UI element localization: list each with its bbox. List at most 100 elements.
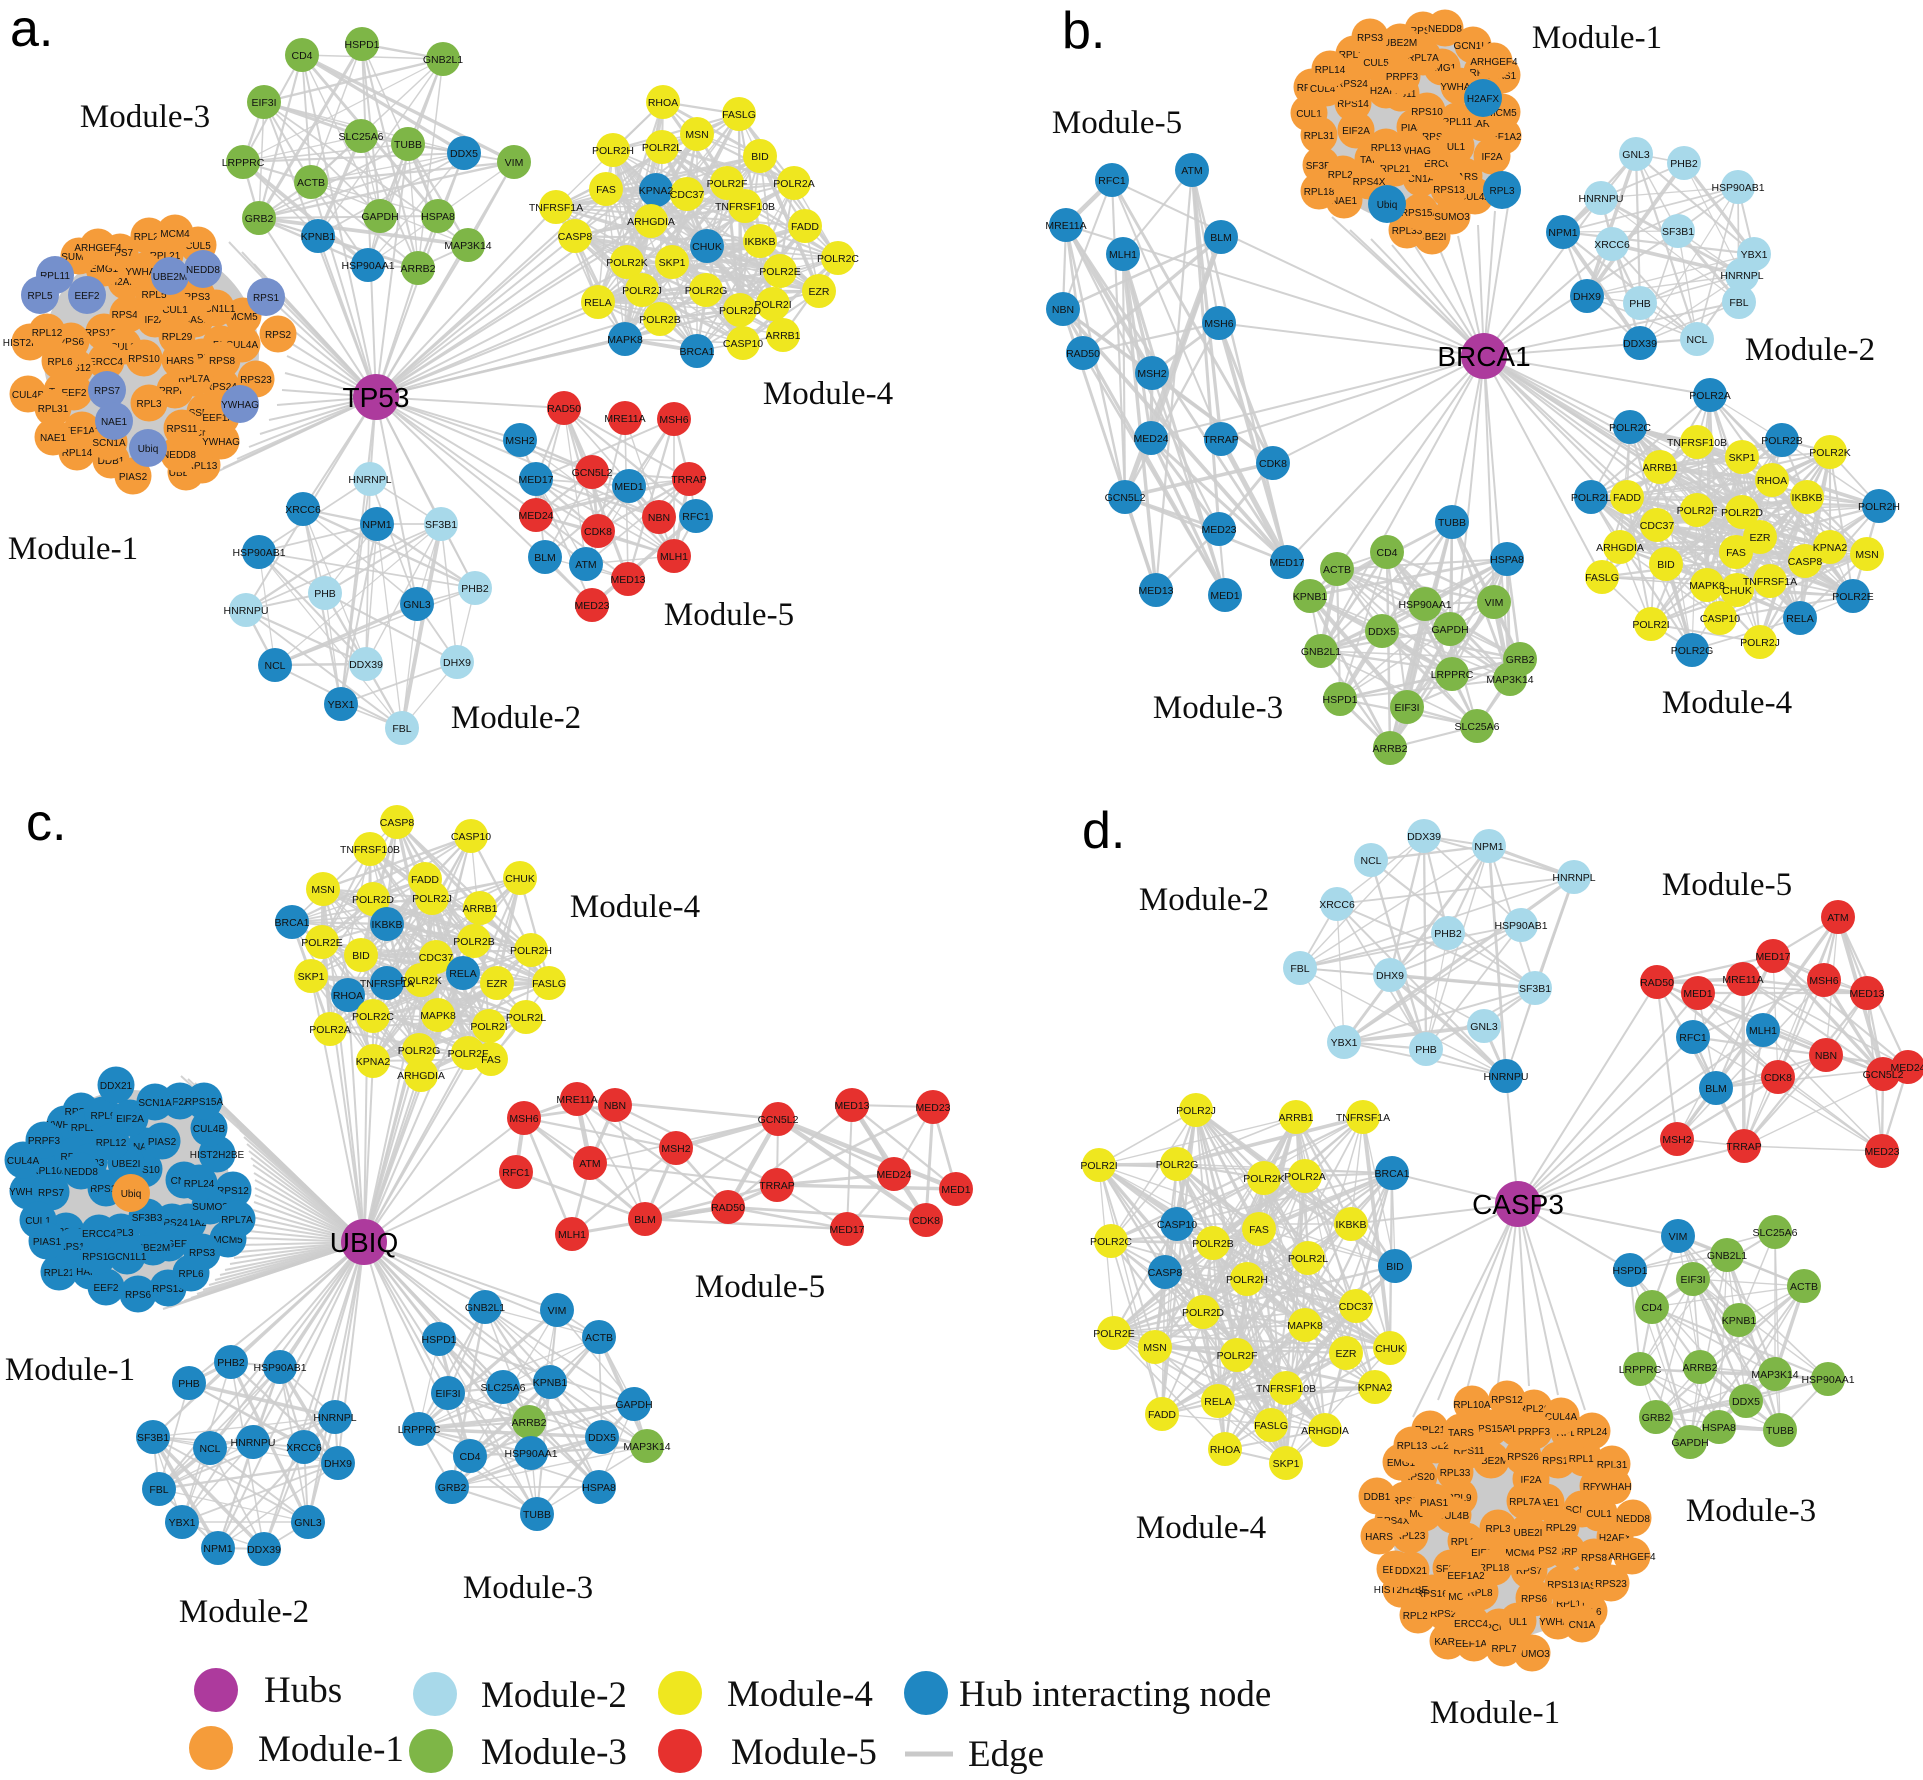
svg-text:b.: b. [1062,2,1105,60]
svg-text:PCNA: PCNA [1485,1623,1513,1634]
svg-text:EIF2A: EIF2A [1342,126,1370,137]
svg-text:EMG1: EMG1 [1428,63,1457,74]
svg-text:CASP10: CASP10 [451,831,491,843]
svg-text:EZR: EZR [1336,1348,1357,1360]
svg-text:TRRAP: TRRAP [1203,434,1239,446]
svg-text:YBX1: YBX1 [1331,1037,1358,1049]
svg-text:PIAS2: PIAS2 [1574,1581,1603,1592]
svg-text:RPL23: RPL23 [1395,1531,1426,1542]
svg-text:MSH6: MSH6 [1809,975,1838,987]
svg-text:GNL3: GNL3 [294,1517,322,1529]
svg-text:HNRNPL: HNRNPL [1552,872,1595,884]
svg-text:RPL13: RPL13 [187,461,218,472]
svg-text:d.: d. [1082,802,1125,860]
svg-text:IF2A: IF2A [144,315,165,326]
svg-text:ACTB: ACTB [297,177,325,189]
svg-text:GNB2L1: GNB2L1 [423,54,463,66]
svg-text:EEF1A1: EEF1A1 [1455,1639,1493,1650]
svg-text:Module-2: Module-2 [481,1675,627,1716]
svg-text:ERCC4: ERCC4 [1454,1619,1488,1630]
svg-text:DDX39: DDX39 [247,1544,281,1556]
svg-text:CUL1: CUL1 [25,1216,51,1227]
svg-text:IKBKB: IKBKB [1792,492,1823,504]
svg-text:PRPF3: PRPF3 [159,386,192,397]
svg-text:DHX9: DHX9 [324,1458,352,1470]
svg-text:RPS15A: RPS15A [85,328,124,339]
svg-text:RPS24: RPS24 [156,1218,188,1229]
svg-text:ARRB2: ARRB2 [1372,743,1407,755]
svg-text:POLR2I: POLR2I [754,299,791,311]
svg-text:MSN: MSN [685,129,708,141]
svg-text:GAPDH: GAPDH [1431,624,1468,636]
svg-text:NCL: NCL [1686,334,1707,346]
svg-text:Module-1: Module-1 [8,531,138,567]
svg-text:GCN1L1: GCN1L1 [197,304,236,315]
svg-text:CDK8: CDK8 [1764,1072,1792,1084]
svg-text:RAD50: RAD50 [1066,348,1100,360]
svg-text:POLR2G: POLR2G [685,285,728,297]
svg-text:RPL13: RPL13 [1371,143,1402,154]
svg-text:MAP3K14: MAP3K14 [444,240,491,252]
svg-text:RPL29: RPL29 [1328,170,1359,181]
svg-text:RPL14: RPL14 [1569,1454,1600,1465]
svg-text:FASLG: FASLG [1585,572,1619,584]
svg-text:TNFRSF1A: TNFRSF1A [1743,576,1797,588]
svg-text:RPS7: RPS7 [1516,1566,1543,1577]
svg-text:FAS: FAS [596,184,616,196]
svg-text:Module-1: Module-1 [1532,20,1662,56]
svg-text:RHOA: RHOA [648,97,678,109]
svg-text:TNFRSF1A: TNFRSF1A [360,978,414,990]
svg-text:RPS15A: RPS15A [1401,208,1440,219]
svg-text:POLR2J: POLR2J [412,893,452,905]
svg-text:RPL7A: RPL7A [221,1215,253,1226]
svg-text:CUL4B: CUL4B [193,1124,226,1135]
svg-text:RPL11: RPL11 [40,271,70,282]
svg-text:CUL4A: CUL4A [7,1156,40,1167]
svg-text:SCN1A: SCN1A [138,1098,172,1109]
svg-text:TRRAP: TRRAP [671,474,707,486]
svg-text:CASP10: CASP10 [1157,1219,1197,1231]
svg-text:MED24: MED24 [1890,1062,1923,1074]
svg-text:RPS13: RPS13 [1433,185,1465,196]
svg-text:RPS26: RPS26 [1507,1452,1539,1463]
svg-text:RPL31: RPL31 [38,404,69,415]
svg-text:CASP10: CASP10 [723,338,763,350]
svg-text:POLR2E: POLR2E [1093,1328,1134,1340]
svg-text:RFC1: RFC1 [1098,175,1126,187]
svg-text:HNRNPL: HNRNPL [348,474,391,486]
svg-text:CDC37: CDC37 [419,952,454,964]
svg-text:POLR2D: POLR2D [719,305,761,317]
svg-text:UL1: UL1 [1447,142,1466,153]
svg-text:Module-2: Module-2 [1139,882,1269,918]
svg-text:RPS23: RPS23 [240,375,272,386]
svg-text:ARHGDIA: ARHGDIA [1301,1425,1349,1437]
svg-text:DDX5: DDX5 [588,1432,616,1444]
svg-text:ARRB1: ARRB1 [1642,462,1677,474]
svg-text:CASP8: CASP8 [1788,556,1823,568]
svg-text:UBE2I: UBE2I [112,1159,141,1170]
svg-text:PIAS2: PIAS2 [119,472,148,483]
svg-text:TUBB: TUBB [1438,517,1466,529]
svg-text:EZR: EZR [487,978,508,990]
svg-text:HARS: HARS [166,356,194,367]
svg-text:BID: BID [1386,1261,1404,1273]
svg-text:UBE2M: UBE2M [153,272,187,283]
svg-text:MAPK8: MAPK8 [607,334,643,346]
svg-text:UBIQ: UBIQ [330,1227,398,1258]
svg-text:FASLG: FASLG [532,978,566,990]
svg-text:FADD: FADD [1148,1409,1176,1421]
svg-text:RPL3: RPL3 [1485,1524,1510,1535]
svg-text:Module-4: Module-4 [727,1674,873,1715]
svg-text:EIF3I: EIF3I [1680,1274,1705,1286]
svg-text:BID: BID [352,950,370,962]
svg-text:POLR2K: POLR2K [606,257,647,269]
svg-text:DDX39: DDX39 [1407,831,1441,843]
svg-text:YWHAG: YWHAG [1539,1617,1577,1628]
svg-text:GNB2L1: GNB2L1 [1707,1250,1747,1262]
svg-text:RHOA: RHOA [333,990,363,1002]
svg-text:RPL26: RPL26 [1519,1404,1550,1415]
svg-text:ATM: ATM [579,1158,600,1170]
svg-text:POLR2B: POLR2B [453,936,494,948]
svg-text:DHX9: DHX9 [1376,970,1404,982]
svg-text:POLR2G: POLR2G [1156,1159,1199,1171]
